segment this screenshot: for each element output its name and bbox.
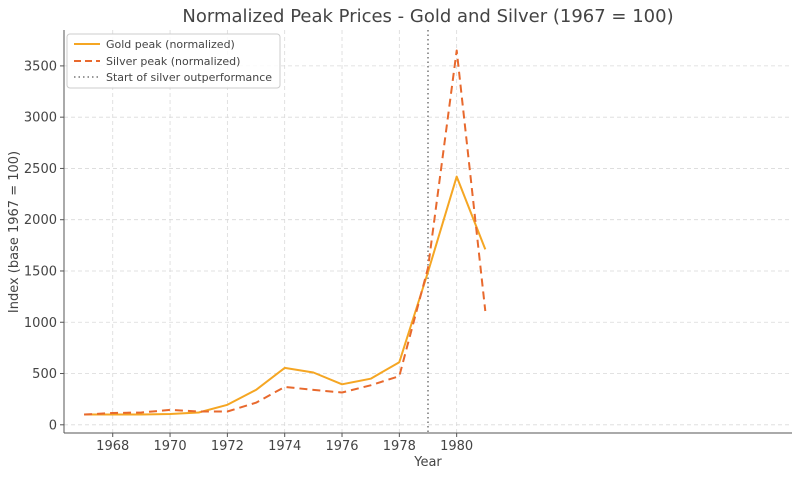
y-tick-label: 3000 — [24, 111, 57, 126]
legend-gold-label: Gold peak (normalized) — [106, 38, 235, 51]
y-tick-label: 1000 — [24, 316, 57, 331]
y-tick-label: 0 — [49, 418, 57, 433]
axes-layer — [63, 30, 792, 434]
x-tick-label: 1972 — [211, 439, 244, 454]
series-layer — [84, 49, 487, 416]
silver-peak-line — [84, 49, 487, 416]
y-tick-label: 500 — [32, 367, 57, 382]
y-tick-label: 1500 — [24, 264, 57, 279]
x-tick-label: 1976 — [325, 439, 358, 454]
legend-vline-label: Start of silver outperformance — [106, 71, 272, 84]
y-tick-label: 2500 — [24, 162, 57, 177]
x-tick-label: 1980 — [440, 439, 473, 454]
y-axis-label: Index (base 1967 = 100) — [7, 151, 22, 313]
x-tick-label: 1978 — [383, 439, 416, 454]
legend-box — [66, 33, 281, 89]
gold-peak-line — [84, 175, 487, 416]
legend: Gold peak (normalized) Silver peak (norm… — [66, 33, 281, 89]
x-axis-label: Year — [413, 455, 442, 470]
chart-title: Normalized Peak Prices - Gold and Silver… — [182, 6, 673, 27]
x-tick-label: 1968 — [96, 439, 129, 454]
legend-silver-label: Silver peak (normalized) — [106, 55, 240, 68]
ticks-layer: 1968 1970 1972 1974 1976 1978 1980 0 500 1000 1500… — [24, 59, 473, 454]
y-tick-label: 2000 — [24, 213, 57, 228]
x-tick-label: 1974 — [268, 439, 301, 454]
y-tick-label: 3500 — [24, 59, 57, 74]
x-tick-label: 1970 — [154, 439, 187, 454]
